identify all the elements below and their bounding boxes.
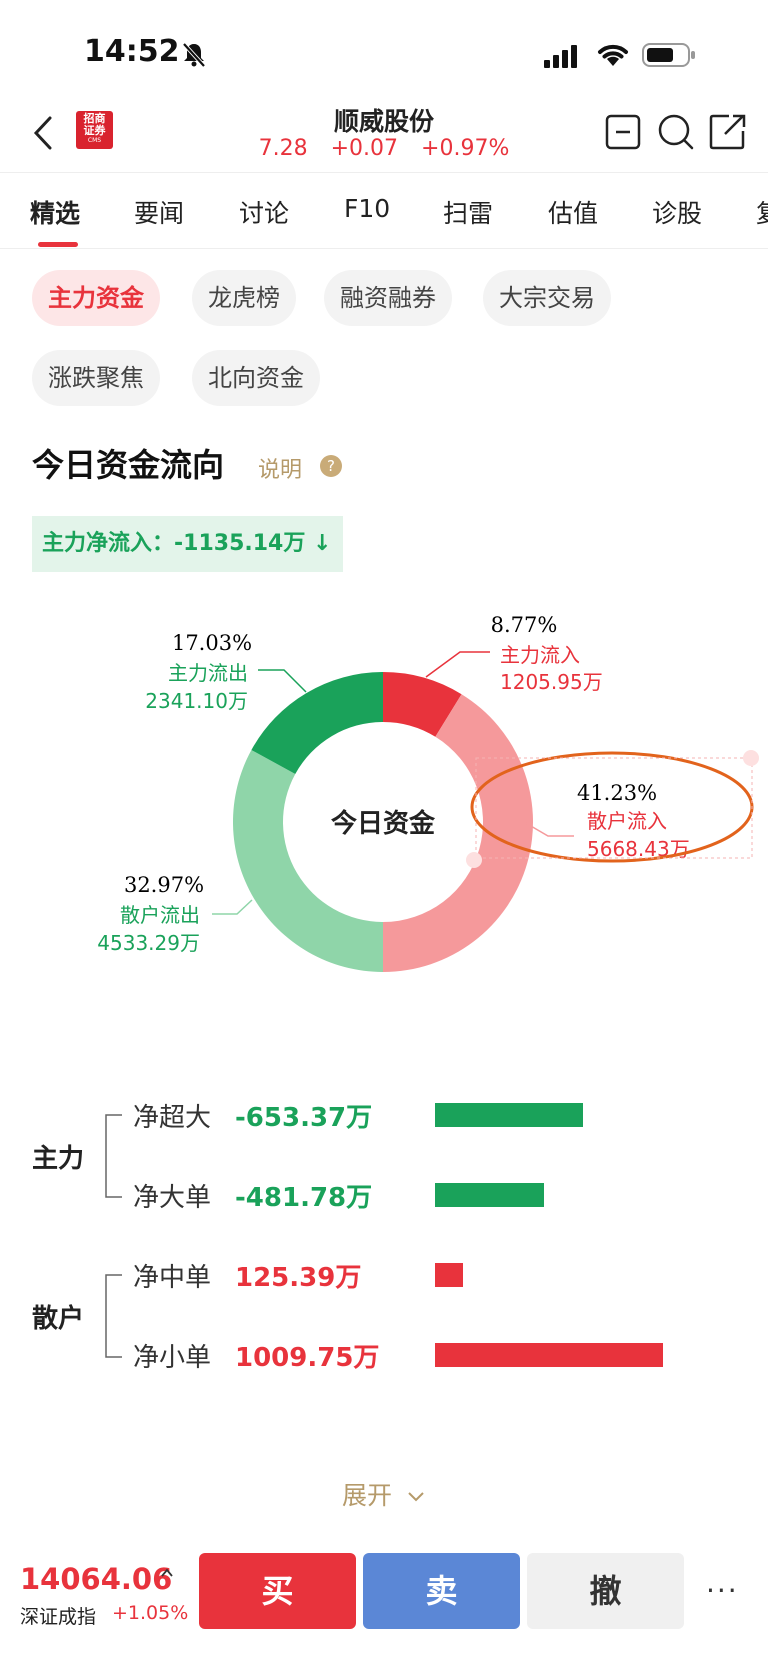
down-arrow-icon: ↓ <box>313 531 332 556</box>
flow-value-small: 1009.75万 <box>235 1343 380 1373</box>
amount-retail-outflow: 4533.29万 <box>97 931 200 955</box>
net-inflow-label: 主力净流入： <box>42 531 175 556</box>
pct-main-inflow: 8.77% <box>491 613 558 637</box>
stock-change-pct: +0.97% <box>421 136 510 161</box>
flow-label-small: 净小单 <box>133 1343 212 1373</box>
amount-retail-inflow: 5668.43万 <box>587 837 690 861</box>
more-icon[interactable]: ··· <box>706 1574 739 1607</box>
index-value[interactable]: 14064.06 <box>20 1562 173 1596</box>
tab-news[interactable]: 要闻 <box>134 199 185 228</box>
tab-diagnosis[interactable]: 诊股 <box>652 199 703 228</box>
label-main-inflow: 主力流入 <box>500 643 580 667</box>
pct-main-outflow: 17.03% <box>172 631 252 655</box>
flow-bar-large <box>435 1183 544 1207</box>
tab-valuation[interactable]: 估值 <box>548 199 599 228</box>
help-icon[interactable]: ? <box>315 450 347 482</box>
flow-bar-medium <box>435 1263 463 1287</box>
search-icon[interactable] <box>657 113 695 151</box>
flow-label-large: 净大单 <box>133 1183 212 1213</box>
capital-flow-donut-chart: 今日资金 8.77% 主力流入 1205.95万 41.23% 散户流入 566… <box>97 613 759 972</box>
stock-title: 顺威股份 <box>333 107 434 136</box>
selection-handle-bottom <box>466 852 482 868</box>
active-tab-indicator <box>38 242 78 247</box>
chip-rise-fall-focus[interactable]: 涨跌聚焦 <box>32 350 160 406</box>
tab-featured[interactable]: 精选 <box>30 199 81 228</box>
tab-f10[interactable]: F10 <box>344 194 391 223</box>
section-title: 今日资金流向 <box>32 446 225 484</box>
donut-slice-0 <box>383 672 462 737</box>
expand-label: 展开 <box>342 1481 393 1510</box>
donut-center-label: 今日资金 <box>331 808 436 839</box>
tab-risk-scan[interactable]: 扫雷 <box>443 199 494 228</box>
cancel-order-button[interactable]: 撤 <box>527 1553 684 1629</box>
label-retail-inflow: 散户流入 <box>587 809 667 833</box>
flow-value-medium: 125.39万 <box>235 1263 362 1293</box>
remove-watchlist-icon[interactable] <box>605 114 641 150</box>
sell-button[interactable]: 卖 <box>363 1553 520 1629</box>
chip-margin-trading[interactable]: 融资融券 <box>324 270 452 326</box>
selection-box <box>475 757 753 859</box>
flow-bracket-lines <box>105 1114 122 1358</box>
explain-link[interactable]: 说明 <box>258 458 303 483</box>
group-label-main: 主力 <box>32 1144 85 1174</box>
chip-dragon-tiger[interactable]: 龙虎榜 <box>192 270 296 326</box>
share-icon[interactable] <box>709 113 747 151</box>
pct-retail-outflow: 32.97% <box>124 873 204 897</box>
flow-row: 净超大 -653.37万 <box>0 1097 768 1157</box>
back-arrow-icon[interactable] <box>30 114 56 152</box>
tab-more[interactable]: 复 <box>756 194 768 230</box>
stock-quote: 7.28 +0.07 +0.97% <box>0 136 768 161</box>
chip-block-trade[interactable]: 大宗交易 <box>483 270 611 326</box>
pct-retail-inflow: 41.23% <box>577 781 657 805</box>
tab-discussion[interactable]: 讨论 <box>239 199 290 228</box>
selection-handle-top <box>743 750 759 766</box>
cellular-signal-icon <box>544 45 577 68</box>
group-label-retail: 散户 <box>32 1304 85 1334</box>
leader-line-main-inflow <box>425 651 490 678</box>
broker-logo: 招商证券 CMS <box>76 111 113 149</box>
mute-bell-icon <box>182 42 206 68</box>
flow-value-super-large: -653.37万 <box>235 1103 373 1133</box>
amount-main-outflow: 2341.10万 <box>145 689 248 713</box>
stock-change: +0.07 <box>330 136 399 161</box>
navigation-bar <box>0 100 768 173</box>
flow-row: 净小单 1009.75万 <box>0 1337 768 1397</box>
amount-main-inflow: 1205.95万 <box>500 670 603 694</box>
index-name: 深证成指 <box>20 1606 97 1628</box>
flow-bar-small <box>435 1343 663 1367</box>
wifi-icon <box>598 44 628 66</box>
donut-slice-2 <box>233 749 383 972</box>
leader-line-main-outflow <box>258 669 307 693</box>
expand-button[interactable]: 展开 <box>0 1476 768 1512</box>
status-time: 14:52 <box>84 34 180 69</box>
label-main-outflow: 主力流出 <box>168 661 248 685</box>
label-retail-outflow: 散户流出 <box>120 903 200 927</box>
stock-price: 7.28 <box>258 136 308 161</box>
chevron-down-icon <box>408 1492 424 1502</box>
donut-slices <box>233 672 533 972</box>
flow-label-super-large: 净超大 <box>133 1103 212 1133</box>
flow-value-large: -481.78万 <box>235 1183 373 1213</box>
chip-main-capital[interactable]: 主力资金 <box>32 270 160 326</box>
battery-icon <box>642 43 695 67</box>
flow-label-medium: 净中单 <box>133 1263 212 1293</box>
donut-slice-3 <box>251 672 383 774</box>
net-inflow-value: -1135.14万 <box>174 531 306 556</box>
net-inflow-badge: 主力净流入：-1135.14万 ↓ <box>32 516 344 572</box>
donut-slice-1 <box>383 694 533 972</box>
chip-northbound[interactable]: 北向资金 <box>192 350 320 406</box>
flow-row: 净大单 -481.78万 <box>0 1177 768 1237</box>
flow-bar-super-large <box>435 1103 583 1127</box>
tab-bar: 精选 要闻 讨论 F10 扫雷 估值 诊股 复 <box>0 176 768 249</box>
leader-line-retail-outflow <box>212 899 253 915</box>
index-change-pct: +1.05% <box>112 1602 189 1624</box>
chevron-up-icon[interactable] <box>160 1566 174 1578</box>
buy-button[interactable]: 买 <box>199 1553 356 1629</box>
leader-line-retail-inflow <box>523 821 574 837</box>
flow-row: 净中单 125.39万 <box>0 1257 768 1317</box>
status-bar: 14:52 <box>0 0 768 100</box>
